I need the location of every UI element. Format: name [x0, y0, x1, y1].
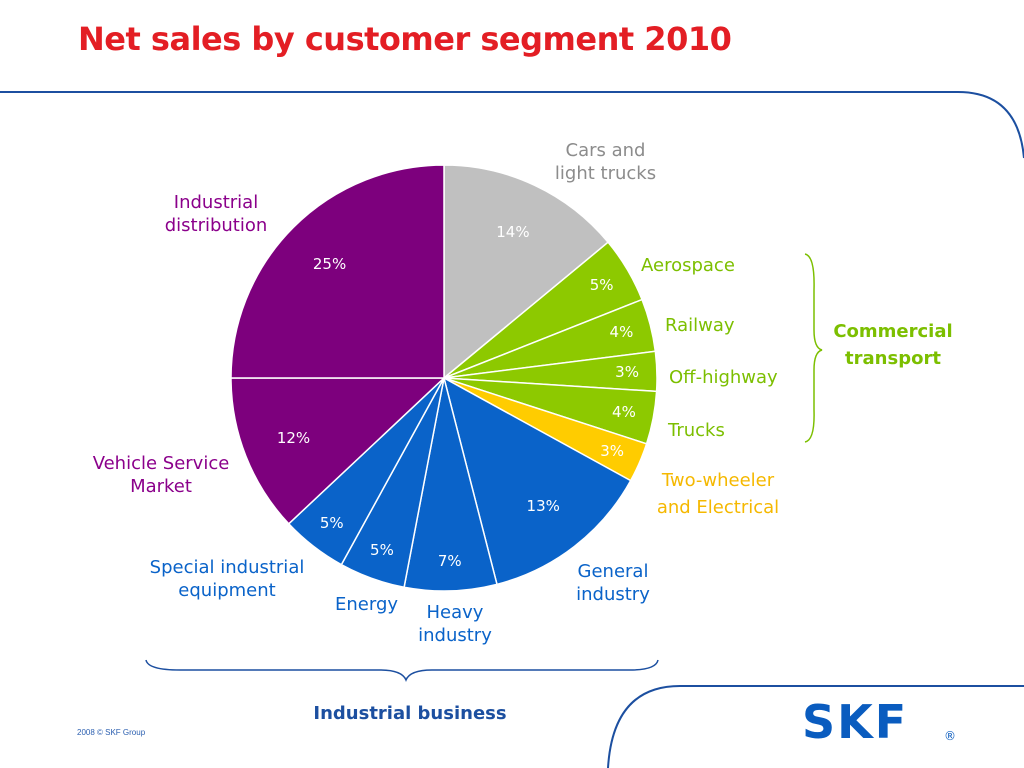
pie-percent-label-9: 5%: [319, 513, 344, 532]
label-vsm: Vehicle Service Market: [84, 452, 238, 498]
label-heavy-line2: industry: [418, 625, 492, 646]
skf-logo-text: SKF: [802, 700, 908, 744]
label-cars: Cars and light trucks: [548, 139, 663, 185]
label-general-line2: industry: [576, 584, 650, 605]
label-twowheeler-line1: Two-wheeler: [661, 470, 775, 491]
group-commercial-line2: transport: [845, 348, 941, 369]
label-general-line1: General: [577, 561, 649, 582]
label-energy: Energy: [335, 594, 399, 615]
label-indist-line1: Industrial: [173, 192, 259, 213]
pie-slice-0: [443, 164, 610, 380]
pie-percent-label-10: 12%: [276, 428, 311, 447]
pie-percent-label-4: 4%: [612, 403, 636, 422]
pie-percent-label-3: 3%: [615, 363, 639, 382]
pie-slices: [230, 164, 658, 592]
pie-slice-11: [230, 164, 445, 379]
pie-percent-label-6: 13%: [526, 496, 560, 515]
group-commercial-line1: Commercial: [833, 321, 953, 342]
label-twowheeler: Two-wheeler and Electrical: [648, 467, 788, 521]
label-cars-line2: light trucks: [554, 163, 657, 184]
label-vsm-line2: Market: [130, 476, 192, 497]
label-special: Special industrial equipment: [138, 556, 316, 602]
group-label-commercial: Commercial transport: [828, 318, 958, 372]
label-twowheeler-line2: and Electrical: [656, 497, 780, 518]
label-special-line1: Special industrial: [149, 557, 305, 578]
pie-percent-label-2: 4%: [609, 323, 634, 342]
label-general: General industry: [563, 560, 663, 606]
pie-percent-label-11: 25%: [312, 254, 347, 273]
label-heavy-line1: Heavy: [426, 602, 484, 623]
label-special-line2: equipment: [178, 580, 276, 601]
label-vsm-line1: Vehicle Service: [92, 453, 230, 474]
label-aerospace: Aerospace: [641, 255, 735, 276]
frame-top-line: [0, 91, 1024, 159]
label-offhighway: Off-highway: [669, 367, 778, 388]
frame-bottom-line: [607, 685, 1024, 768]
commercial-bracket: [804, 253, 823, 443]
pie-percent-label-8: 5%: [370, 541, 394, 560]
footer-copyright: 2008 © SKF Group: [77, 728, 146, 737]
label-trucks: Trucks: [668, 420, 725, 441]
label-railway: Railway: [665, 315, 735, 336]
label-industrial-distribution: Industrial distribution: [156, 191, 276, 237]
pie-percent-label-1: 5%: [589, 275, 614, 294]
pie-percent-label-5: 3%: [600, 441, 625, 460]
chart-title: Net sales by customer segment 2010: [78, 20, 732, 58]
skf-logo: SKF ®: [802, 700, 956, 744]
industrial-bracket: [145, 659, 659, 683]
group-label-industrial-business: Industrial business: [313, 703, 507, 724]
pie-percent-label-0: 14%: [496, 222, 530, 241]
skf-logo-mark: ®: [944, 729, 956, 743]
pie-slice-10: [230, 377, 446, 525]
pie-percent-label-7: 7%: [437, 552, 462, 571]
label-cars-line1: Cars and: [565, 140, 646, 161]
pie-slice-6: [442, 376, 632, 586]
label-indist-line2: distribution: [164, 215, 268, 236]
label-heavy: Heavy industry: [405, 601, 505, 647]
